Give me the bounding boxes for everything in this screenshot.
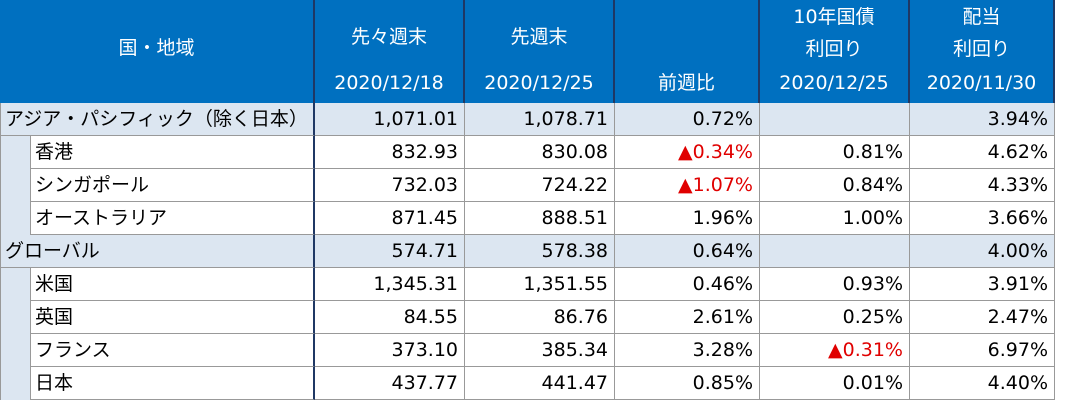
value-cell: 4.33% [910,169,1055,202]
value-cell: 0.01% [760,367,910,400]
value-cell: 830.08 [465,136,615,169]
header-text: 国・地域 [118,37,195,59]
value-cell: 871.45 [315,202,465,235]
value-cell: 574.71 [315,235,465,268]
header-text: 利回り [805,38,863,60]
indent-strip [0,334,30,367]
header-text: 先々週末 [350,26,427,48]
indent-strip [0,202,30,235]
value-cell: 437.77 [315,367,465,400]
value-cell: 3.94% [910,103,1055,136]
value-cell: 724.22 [465,169,615,202]
header-cell: 配当利回り 2020/11/30 [910,0,1055,103]
value-cell: 578.38 [465,235,615,268]
header-cell: 前週比 [615,0,760,103]
value-cell: 0.25% [760,301,910,334]
value-cell: 732.03 [315,169,465,202]
header-text: 2020/11/30 [926,72,1037,94]
value-cell: 3.28% [615,334,760,367]
value-cell: 1.96% [615,202,760,235]
value-cell: ▲0.34% [615,136,760,169]
value-cell: 0.46% [615,268,760,301]
value-cell: 3.66% [910,202,1055,235]
row-label: 米国 [30,268,315,301]
row-label: 英国 [30,301,315,334]
value-cell: 1,351.55 [465,268,615,301]
value-cell: ▲0.31% [760,334,910,367]
header-text: 2020/12/25 [484,72,594,94]
value-cell: 3.91% [910,268,1055,301]
header-text: 前週比 [657,72,715,94]
value-cell: 84.55 [315,301,465,334]
header-text: 2020/12/25 [779,72,889,94]
value-cell [760,235,910,268]
value-cell: 4.40% [910,367,1055,400]
value-cell: ▲1.07% [615,169,760,202]
header-cell: 先々週末 2020/12/18 [315,0,465,103]
row-label: オーストラリア [30,202,315,235]
value-cell: 1,071.01 [315,103,465,136]
row-label: シンガポール [30,169,315,202]
header-text: 利回り [952,38,1010,60]
header-text: 先週末 [510,26,568,48]
value-cell: 0.93% [760,268,910,301]
header-cell: 先週末 2020/12/25 [465,0,615,103]
value-cell: 4.00% [910,235,1055,268]
value-cell: 0.72% [615,103,760,136]
value-cell: 1.00% [760,202,910,235]
value-cell: 0.64% [615,235,760,268]
header-text: 配当 [962,6,1001,28]
value-cell: 441.47 [465,367,615,400]
value-cell: 6.97% [910,334,1055,367]
value-cell: 0.84% [760,169,910,202]
row-label: 日本 [30,367,315,400]
indent-strip [0,268,30,301]
indent-strip [0,301,30,334]
value-cell: 888.51 [465,202,615,235]
value-cell: 86.76 [465,301,615,334]
value-cell: 385.34 [465,334,615,367]
value-cell: 0.81% [760,136,910,169]
row-label: 香港 [30,136,315,169]
value-cell: 1,345.31 [315,268,465,301]
header-text: 10年国債 [793,6,875,28]
value-cell: 832.93 [315,136,465,169]
value-cell: 0.85% [615,367,760,400]
value-cell: 2.61% [615,301,760,334]
value-cell: 1,078.71 [465,103,615,136]
indent-strip [0,136,30,169]
header-cell: 10年国債利回り 2020/12/25 [760,0,910,103]
row-label: グローバル [0,235,315,268]
value-cell: 373.10 [315,334,465,367]
row-label: フランス [30,334,315,367]
value-cell [760,103,910,136]
value-cell: 2.47% [910,301,1055,334]
row-label: アジア・パシフィック（除く日本） [0,103,315,136]
indent-strip [0,367,30,400]
header-text: 2020/12/18 [334,72,444,94]
indent-strip [0,169,30,202]
value-cell: 4.62% [910,136,1055,169]
header-cell: 国・地域 [0,0,315,103]
